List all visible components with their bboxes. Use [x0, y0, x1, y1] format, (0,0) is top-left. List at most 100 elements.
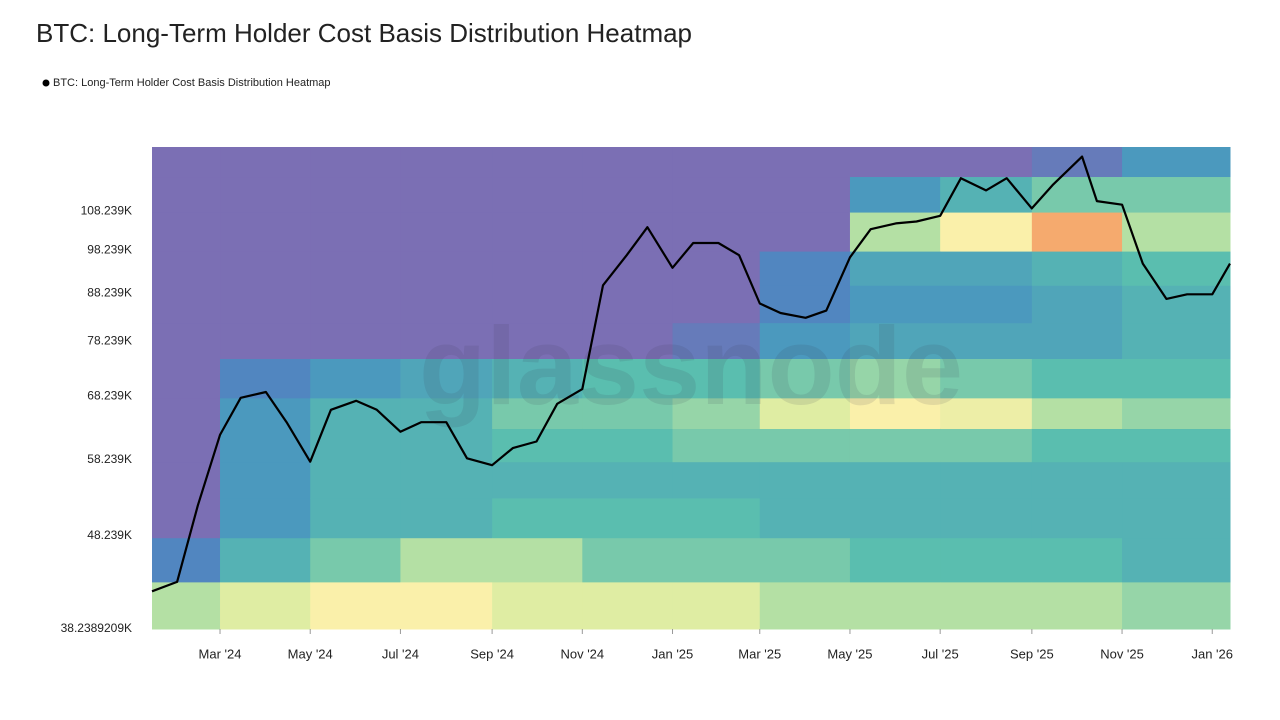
heatmap-cell	[152, 358, 221, 399]
heatmap-cell	[310, 358, 401, 399]
heatmap-cell	[940, 397, 1033, 430]
heatmap-cell	[940, 581, 1033, 630]
heatmap-cell	[849, 285, 941, 324]
heatmap-cell	[492, 285, 583, 324]
heatmap-cell	[492, 251, 583, 286]
heatmap-cell	[849, 397, 941, 430]
heatmap-cell	[310, 461, 401, 499]
heatmap-cell	[672, 497, 761, 539]
heatmap-cell	[310, 581, 401, 630]
y-tick-label: 88.239K	[87, 285, 132, 299]
x-tick-label: May '24	[288, 646, 333, 661]
heatmap-cell	[492, 176, 583, 213]
heatmap-cell	[310, 285, 401, 324]
heatmap-cell	[310, 537, 401, 583]
heatmap-cell	[400, 537, 493, 583]
heatmap-cell	[582, 461, 674, 499]
heatmap-cell	[400, 147, 493, 178]
x-tick-label: Mar '24	[199, 646, 242, 661]
x-tick-label: Sep '24	[470, 646, 514, 661]
heatmap-cell	[1122, 358, 1231, 399]
heatmap-cell	[400, 322, 493, 359]
x-tick-label: Nov '25	[1100, 646, 1144, 661]
heatmap-cell	[1122, 212, 1231, 252]
heatmap-cell	[400, 461, 493, 499]
heatmap-cell	[152, 581, 221, 630]
heatmap-cell	[849, 428, 941, 463]
heatmap-cell	[582, 147, 674, 178]
heatmap-cell	[492, 461, 583, 499]
heatmap-cell	[492, 322, 583, 359]
heatmap-cell	[759, 251, 851, 286]
heatmap-cell	[1031, 461, 1123, 499]
heatmap-cell	[1031, 537, 1123, 583]
heatmap-cell	[400, 176, 493, 213]
heatmap-cell	[940, 497, 1033, 539]
heatmap-cell	[1031, 285, 1123, 324]
heatmap-cell	[1122, 397, 1231, 430]
heatmap-cell	[220, 212, 311, 252]
heatmap-cell	[759, 397, 851, 430]
heatmap-cell	[940, 461, 1033, 499]
heatmap-cell	[1031, 397, 1123, 430]
heatmap-cell	[759, 461, 851, 499]
heatmap-cell	[152, 322, 221, 359]
heatmap-cell	[400, 358, 493, 399]
heatmap-cell	[152, 212, 221, 252]
heatmap-cell	[310, 497, 401, 539]
heatmap-cell	[1031, 176, 1123, 213]
heatmap-cell	[152, 428, 221, 463]
heatmap-cell	[492, 428, 583, 463]
heatmap-cell	[849, 176, 941, 213]
heatmap-cell	[849, 537, 941, 583]
heatmap-cell	[940, 212, 1033, 252]
heatmap-cell	[152, 251, 221, 286]
heatmap-cell	[492, 358, 583, 399]
legend-label[interactable]: BTC: Long-Term Holder Cost Basis Distrib…	[53, 77, 331, 89]
heatmap-cell	[849, 461, 941, 499]
heatmap-cell	[400, 581, 493, 630]
heatmap-cell	[310, 251, 401, 286]
heatmap-cell	[672, 147, 761, 178]
heatmap-cell	[759, 212, 851, 252]
heatmap-cell	[152, 285, 221, 324]
heatmap-cell	[220, 537, 311, 583]
heatmap-cell	[152, 497, 221, 539]
heatmap-cell	[220, 147, 311, 178]
heatmap-cell	[1122, 461, 1231, 499]
heatmap-cell	[400, 285, 493, 324]
heatmap-cell	[220, 397, 311, 430]
heatmap-cell	[672, 428, 761, 463]
heatmap-cell	[220, 285, 311, 324]
heatmap-cell	[400, 428, 493, 463]
heatmap-cell	[220, 461, 311, 499]
heatmap-cell	[220, 251, 311, 286]
y-tick-label: 78.239K	[87, 334, 132, 348]
heatmap-cell	[310, 322, 401, 359]
heatmap-cell	[672, 461, 761, 499]
heatmap-cell	[310, 428, 401, 463]
x-tick-label: Jul '24	[382, 646, 419, 661]
heatmap-cell	[400, 212, 493, 252]
heatmap-cell	[672, 251, 761, 286]
y-tick-label: 58.239K	[87, 452, 132, 466]
heatmap-cell	[672, 212, 761, 252]
y-tick-label: 68.239K	[87, 389, 132, 403]
heatmap-cell	[582, 537, 674, 583]
y-tick-label: 108.239K	[81, 203, 132, 217]
heatmap-cell	[759, 322, 851, 359]
heatmap-cell	[759, 581, 851, 630]
heatmap-cell	[1031, 251, 1123, 286]
heatmap-cell	[310, 147, 401, 178]
heatmap-cell	[759, 497, 851, 539]
x-tick-label: Nov '24	[560, 646, 604, 661]
heatmap-cell	[582, 176, 674, 213]
heatmap-cell	[1031, 581, 1123, 630]
heatmap-cell	[759, 147, 851, 178]
heatmap-cell	[940, 537, 1033, 583]
heatmap-cell	[220, 581, 311, 630]
heatmap-cell	[1122, 285, 1231, 324]
heatmap-cell	[400, 251, 493, 286]
